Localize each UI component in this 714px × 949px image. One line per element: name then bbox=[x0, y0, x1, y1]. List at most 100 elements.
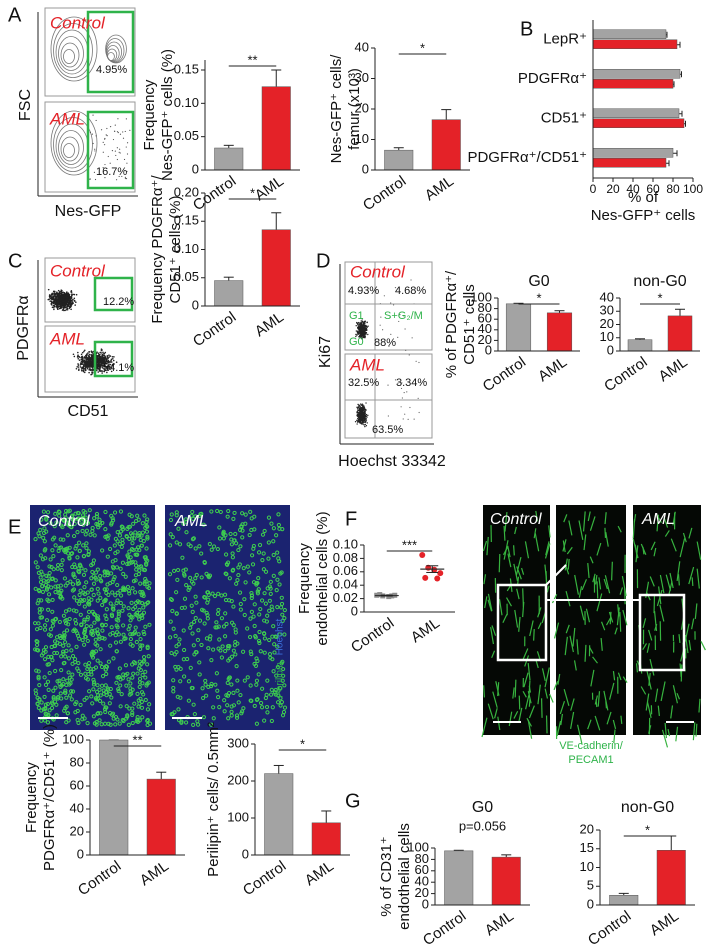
dot bbox=[95, 179, 96, 180]
dot bbox=[52, 307, 54, 309]
point bbox=[434, 576, 440, 582]
dot bbox=[117, 159, 118, 160]
y-tick-label: PDGFRα⁺/CD51⁺ bbox=[467, 149, 587, 166]
y-axis-label: Frequency bbox=[141, 79, 158, 150]
dot bbox=[103, 353, 105, 355]
image-label: Control bbox=[490, 511, 542, 528]
dot bbox=[81, 362, 83, 364]
dot bbox=[92, 115, 93, 116]
condition-label: Control bbox=[50, 13, 106, 32]
dot bbox=[365, 422, 366, 423]
panel-letter: C bbox=[8, 250, 22, 272]
dot bbox=[97, 359, 99, 361]
x-tick-label: 0 bbox=[590, 182, 597, 196]
dot bbox=[404, 414, 405, 415]
dot bbox=[120, 152, 121, 153]
dot bbox=[82, 352, 84, 354]
dot bbox=[124, 159, 125, 160]
dot bbox=[117, 118, 118, 119]
y-tick-label: CD51⁺ bbox=[541, 110, 587, 127]
image-label: AML bbox=[174, 513, 208, 530]
dot bbox=[69, 304, 71, 306]
y-tick-label: 100 bbox=[227, 809, 249, 824]
dot bbox=[64, 292, 66, 294]
axis-label: FSC bbox=[17, 89, 34, 121]
dot bbox=[83, 360, 85, 362]
dot bbox=[119, 152, 120, 153]
y-axis-label: Frequency PDGFRα⁺/ bbox=[149, 175, 166, 324]
y-tick-label: 5 bbox=[587, 878, 594, 893]
quadrant-value: 4.68% bbox=[395, 285, 426, 297]
gate-label: G1 bbox=[349, 310, 364, 322]
y-tick-label: 100 bbox=[62, 731, 84, 746]
vessel bbox=[515, 680, 516, 698]
y-tick-label: 200 bbox=[227, 772, 249, 787]
condition-label: Control bbox=[50, 261, 106, 280]
significance: * bbox=[250, 185, 255, 200]
dot bbox=[388, 415, 389, 416]
dot bbox=[94, 150, 95, 151]
dot bbox=[57, 308, 59, 310]
dot bbox=[85, 357, 87, 359]
dot bbox=[66, 292, 68, 294]
dot bbox=[81, 367, 83, 369]
dot bbox=[53, 309, 55, 311]
dot bbox=[365, 424, 366, 425]
vessel bbox=[621, 716, 622, 724]
dot bbox=[117, 131, 118, 132]
y-tick-label: 0 bbox=[192, 297, 199, 312]
dot bbox=[92, 352, 94, 354]
dot bbox=[93, 143, 94, 144]
dot bbox=[92, 134, 93, 135]
condition-label: AML bbox=[49, 109, 85, 128]
y-tick-label: 40 bbox=[355, 39, 369, 54]
dot bbox=[126, 163, 127, 164]
dot bbox=[360, 420, 361, 421]
dot bbox=[358, 322, 359, 323]
x-tick-label: 100 bbox=[683, 182, 703, 196]
dot bbox=[88, 351, 90, 353]
dot bbox=[77, 352, 79, 354]
panel-letter: D bbox=[316, 250, 330, 272]
dot bbox=[357, 323, 358, 324]
dot bbox=[83, 351, 85, 353]
dot bbox=[409, 354, 410, 355]
y-axis-label: Frequency bbox=[296, 543, 313, 614]
y-tick-label: 20 bbox=[580, 821, 594, 836]
dot bbox=[108, 156, 109, 157]
dot bbox=[104, 144, 105, 145]
dot bbox=[100, 357, 102, 359]
dot bbox=[63, 302, 65, 304]
dot bbox=[84, 368, 86, 370]
dot bbox=[70, 291, 72, 293]
dot bbox=[63, 307, 65, 309]
dot bbox=[126, 118, 127, 119]
dot bbox=[73, 353, 75, 355]
vessel bbox=[499, 554, 500, 572]
gate-value: 16.7% bbox=[96, 166, 127, 178]
y-tick-label: 0 bbox=[77, 846, 84, 861]
dot bbox=[57, 296, 59, 298]
dot bbox=[61, 299, 63, 301]
dot bbox=[66, 297, 68, 299]
dot bbox=[103, 142, 104, 143]
bar bbox=[312, 823, 341, 855]
dot bbox=[110, 163, 111, 164]
dot bbox=[98, 352, 100, 354]
y-axis-label: endothelial cells bbox=[396, 823, 413, 930]
dot bbox=[80, 366, 82, 368]
dot bbox=[397, 337, 398, 338]
dot bbox=[365, 325, 366, 326]
dot bbox=[99, 358, 101, 360]
bar bbox=[262, 230, 291, 306]
dot bbox=[62, 299, 64, 301]
dot bbox=[390, 334, 391, 335]
dot bbox=[59, 308, 61, 310]
dot bbox=[101, 350, 103, 352]
dot bbox=[410, 279, 411, 280]
axis-label: Ki67 bbox=[317, 336, 334, 368]
vessel bbox=[514, 545, 515, 555]
dot bbox=[99, 360, 101, 362]
dot bbox=[112, 356, 114, 358]
